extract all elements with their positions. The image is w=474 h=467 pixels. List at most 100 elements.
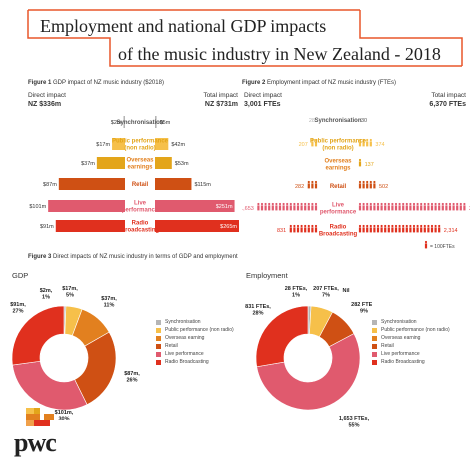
fig2-icon-total-4-27 bbox=[456, 202, 459, 211]
fig1-bar-total-0 bbox=[155, 116, 157, 128]
fig3-caption-text: Direct impacts of NZ music industry in t… bbox=[53, 254, 238, 260]
fig2-icon-total-4-21-body bbox=[434, 205, 437, 211]
fig2-icon-direct-3-1-body bbox=[311, 183, 314, 189]
gdp-donut-chart: GDP $2m,1% $17m,5% $37m,11% $87m,26% $101m,30… bbox=[10, 271, 140, 420]
fig2-icon-direct-3-2-head bbox=[307, 180, 310, 184]
fig2-icon-total-3-3-body bbox=[369, 183, 372, 189]
fig2-right-total: 6,370 FTEs bbox=[429, 101, 466, 108]
fig2-icon-direct-4-5-head bbox=[296, 202, 300, 206]
employment-impact-chart: Direct impact 3,001 FTEs Total impact 6,370… bbox=[242, 92, 470, 250]
fig2-category-4-1: performance bbox=[320, 210, 357, 216]
fig2-icon-total-5-14-body bbox=[409, 227, 412, 233]
fig2-icon-direct-5-1-head bbox=[311, 224, 314, 228]
fig2-label-direct-3: 282 bbox=[295, 184, 304, 190]
fig1-caption-label: Figure 1 bbox=[28, 80, 52, 86]
fig1-bar-direct-3 bbox=[58, 178, 125, 190]
fig2-icon-total-4-15-head bbox=[412, 202, 416, 206]
fig2-icon-total-5-11-body bbox=[398, 227, 401, 233]
fig2-icon-total-4-15-body bbox=[412, 205, 416, 211]
legend-label: Radio Broadcasting bbox=[381, 359, 425, 365]
fig2-left-total: 3,001 FTEs bbox=[244, 101, 281, 108]
legend-item: Overseas earning bbox=[372, 334, 450, 342]
fig2-icon-total-5-7 bbox=[384, 224, 387, 233]
fig2-icon-direct-4-12-head bbox=[271, 202, 274, 206]
page-title-line-1: Employment and national GDP impacts bbox=[40, 16, 327, 36]
fig2-icon-direct-5-1 bbox=[311, 224, 314, 233]
fig2-icon-direct-1-1-head bbox=[311, 138, 314, 142]
fig2-label-direct-5: 831 bbox=[277, 228, 286, 234]
fig2-icon-total-4-13-head bbox=[405, 202, 408, 206]
fig2-icon-total-4-26 bbox=[452, 202, 455, 211]
fig2-icon-total-4-6 bbox=[380, 202, 383, 211]
legend-label: Overseas earning bbox=[381, 335, 421, 341]
legend-item: Live performance bbox=[156, 350, 234, 358]
legend-label: Live performance bbox=[381, 351, 420, 357]
fig3-emp-label-2-0: Nil bbox=[342, 288, 350, 294]
fig2-icon-total-4-22-body bbox=[438, 205, 441, 211]
fig2-icon-total-4-18-head bbox=[423, 202, 426, 206]
fig1-caption-text: GDP impact of NZ music industry ($2018) bbox=[53, 80, 164, 86]
fig2-icon-total-1-1 bbox=[362, 138, 365, 147]
fig2-icon-total-4-20-head bbox=[430, 202, 434, 206]
fig1-caption: Figure 1 GDP impact of NZ music industry… bbox=[28, 80, 164, 86]
fig2-icon-total-5-2-body bbox=[366, 227, 369, 233]
fig2-icon-total-4-3-body bbox=[369, 205, 372, 211]
fig2-icon-total-3-1-body bbox=[362, 183, 365, 189]
fig2-icon-direct-3-2 bbox=[307, 180, 310, 189]
fig2-icon-total-5-6-body bbox=[380, 227, 383, 233]
fig1-bar-direct-4 bbox=[48, 200, 125, 212]
fig2-icon-direct-5-0 bbox=[314, 224, 318, 233]
fig1-right-total: NZ $731m bbox=[205, 101, 238, 108]
fig2-icon-total-5-9 bbox=[391, 224, 394, 233]
fig2-category-2-0: Overseas bbox=[324, 159, 352, 165]
fig2-icon-direct-4-7 bbox=[289, 202, 292, 211]
fig2-icon-direct-4-4-head bbox=[300, 202, 303, 206]
fig2-icon-direct-4-9-head bbox=[282, 202, 285, 206]
fig2-icon-total-4-14 bbox=[409, 202, 412, 211]
fig2-key-icon-head bbox=[424, 240, 428, 244]
fig2-icon-total-5-0-head bbox=[358, 224, 362, 228]
fig2-icon-total-4-4-body bbox=[373, 205, 376, 211]
fig2-icon-total-4-8-head bbox=[387, 202, 390, 206]
fig1-category-1-0: Public performance bbox=[112, 139, 169, 145]
fig2-icon-direct-3-1 bbox=[311, 180, 314, 189]
fig2-icon-direct-4-14-body bbox=[264, 205, 267, 211]
fig2-icon-total-3-0-body bbox=[358, 183, 362, 189]
fig2-icon-total-5-1-head bbox=[362, 224, 365, 228]
legend-item: Public performance (non radio) bbox=[156, 326, 234, 334]
fig2-icon-total-5-1-body bbox=[362, 227, 365, 233]
fig1-bar-total-2 bbox=[155, 157, 172, 169]
fig2-icon-direct-1-0-head bbox=[314, 138, 318, 142]
fig2-icon-direct-3-0 bbox=[314, 180, 318, 189]
fig1-label-total-1: $42m bbox=[171, 142, 185, 148]
fig2-icon-direct-4-10 bbox=[278, 202, 282, 211]
legend-swatch bbox=[372, 359, 377, 365]
fig2-category-2-1: earnings bbox=[325, 166, 351, 172]
fig2-icon-total-5-18 bbox=[423, 224, 426, 233]
fig2-icon-total-4-17-head bbox=[420, 202, 423, 206]
fig2-icon-total-4-20 bbox=[430, 202, 434, 211]
fig3-emp-title: Employment bbox=[246, 271, 289, 280]
fig1-label-total-5: $265m bbox=[220, 224, 237, 230]
fig2-icon-direct-4-4-body bbox=[300, 205, 303, 211]
fig2-icon-total-5-4-body bbox=[373, 227, 376, 233]
legend-item: Retail bbox=[156, 342, 234, 350]
legend-item: Retail bbox=[372, 342, 450, 350]
fig2-icon-total-4-14-head bbox=[409, 202, 412, 206]
fig2-icon-total-4-12 bbox=[402, 202, 405, 211]
fig2-icon-total-5-14 bbox=[409, 224, 412, 233]
fig2-icon-total-5-5 bbox=[376, 224, 380, 233]
fig2-icon-direct-4-0-head bbox=[314, 202, 318, 206]
fig1-bar-total-1 bbox=[155, 138, 169, 150]
fig2-icon-total-4-2 bbox=[366, 202, 369, 211]
fig2-icon-total-3-2 bbox=[366, 180, 369, 189]
fig2-icon-direct-5-5-body bbox=[296, 227, 300, 233]
fig2-icon-total-2-0-head bbox=[358, 158, 362, 162]
fig2-icon-total-5-11 bbox=[398, 224, 401, 233]
fig2-icon-total-5-20-body bbox=[430, 227, 434, 233]
fig2-icon-direct-4-6-head bbox=[293, 202, 296, 206]
fig2-icon-total-5-9-head bbox=[391, 224, 394, 228]
fig2-icon-direct-5-3 bbox=[304, 224, 307, 233]
fig2-icon-total-4-11-body bbox=[398, 205, 401, 211]
fig2-icon-direct-4-2-body bbox=[307, 205, 310, 211]
